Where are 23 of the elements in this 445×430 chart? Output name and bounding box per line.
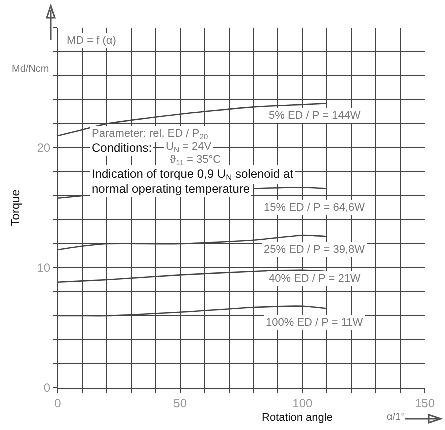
series-label: 5% ED / P = 144W	[269, 110, 362, 122]
annotation: normal operating temperature	[92, 182, 250, 196]
annotation: Conditions:	[92, 141, 152, 155]
text: α/1°	[387, 412, 406, 423]
series-label: 100% ED / P = 11W	[266, 317, 364, 329]
y-tick-label: 0	[44, 381, 51, 396]
annotation: U$_{N}$ = 24V	[166, 141, 212, 154]
annotation: ϑ$_{11}$ = 35°C	[170, 154, 222, 168]
text: Md/Ncm	[12, 64, 50, 75]
x-tick-label: 0	[54, 396, 62, 410]
y-tick-label: 10	[37, 261, 51, 276]
y-tick-label: 20	[37, 141, 51, 156]
series-label: 40% ED / P = 21W	[269, 273, 362, 285]
text: MD = f (α)	[67, 35, 116, 47]
x-axis-title: Rotation angle	[262, 412, 333, 424]
annotation: Parameter: rel. ED / P$_{20}$	[92, 128, 208, 142]
annotation: Indication of torque 0,9 U$_{N}$ solenoid at	[92, 167, 294, 183]
x-tick-label: 100	[292, 396, 313, 410]
x-tick-label: 150	[414, 396, 436, 410]
x-tick-label: 50	[174, 396, 188, 410]
y-axis-title: Torque	[8, 189, 23, 226]
series-label: 15% ED / P = 64,6W	[264, 202, 366, 214]
series-label: 25% ED / P = 39,8W	[264, 244, 366, 256]
